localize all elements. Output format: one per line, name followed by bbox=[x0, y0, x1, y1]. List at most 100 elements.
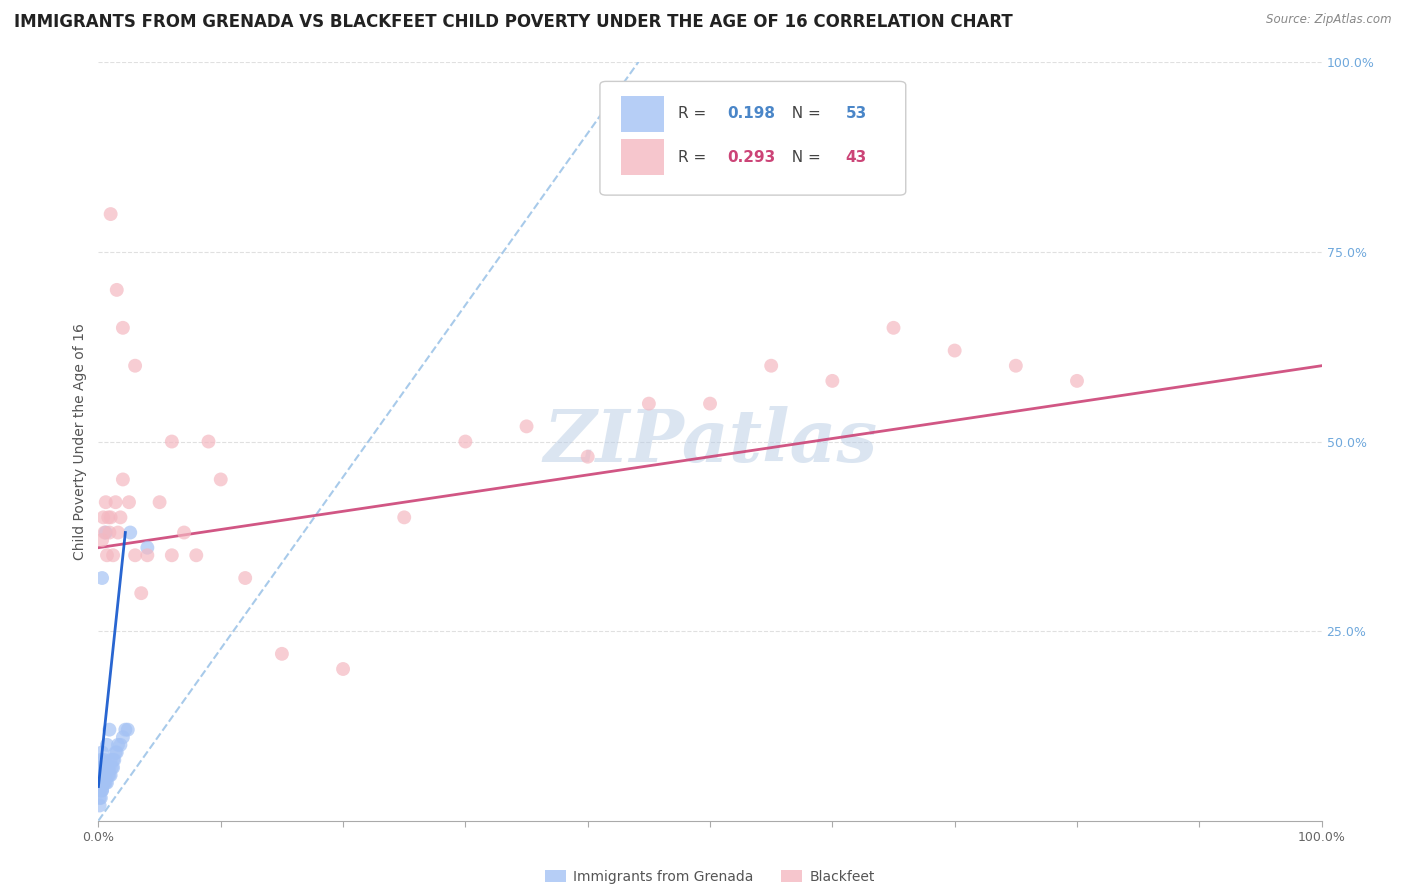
Point bbox=[91, 768, 114, 782]
Point bbox=[101, 753, 124, 767]
Point bbox=[699, 396, 721, 410]
Point bbox=[96, 548, 118, 563]
Point bbox=[91, 783, 114, 797]
Point bbox=[98, 525, 121, 540]
Point bbox=[209, 473, 232, 487]
Point bbox=[576, 450, 599, 464]
Point bbox=[90, 753, 112, 767]
Point bbox=[1066, 374, 1088, 388]
Point bbox=[160, 434, 183, 449]
Point bbox=[110, 510, 132, 524]
Point bbox=[1004, 359, 1026, 373]
Point bbox=[197, 434, 219, 449]
Point bbox=[100, 753, 122, 767]
Point bbox=[101, 760, 124, 774]
Point bbox=[91, 510, 114, 524]
Point bbox=[91, 746, 114, 760]
Point bbox=[93, 525, 115, 540]
Point bbox=[107, 525, 129, 540]
Text: 43: 43 bbox=[846, 150, 868, 165]
Point bbox=[233, 571, 256, 585]
Point bbox=[332, 662, 354, 676]
Point bbox=[96, 760, 118, 774]
Point bbox=[186, 548, 208, 563]
Text: N =: N = bbox=[782, 150, 825, 165]
Text: ZIPatlas: ZIPatlas bbox=[543, 406, 877, 477]
Point bbox=[93, 753, 115, 767]
Text: 53: 53 bbox=[846, 106, 868, 121]
Point bbox=[89, 798, 111, 813]
Point bbox=[103, 753, 125, 767]
Point bbox=[104, 495, 127, 509]
Point bbox=[104, 746, 127, 760]
FancyBboxPatch shape bbox=[600, 81, 905, 195]
Point bbox=[111, 320, 134, 334]
Point bbox=[160, 548, 183, 563]
Point bbox=[93, 776, 115, 790]
Point bbox=[100, 768, 122, 782]
Point bbox=[91, 776, 114, 790]
Text: 0.198: 0.198 bbox=[727, 106, 775, 121]
Point bbox=[98, 723, 121, 737]
Point bbox=[97, 510, 120, 524]
Point bbox=[515, 419, 537, 434]
Point bbox=[98, 768, 121, 782]
FancyBboxPatch shape bbox=[620, 139, 664, 176]
Point bbox=[821, 374, 844, 388]
Point bbox=[117, 723, 139, 737]
Point bbox=[97, 768, 120, 782]
Point bbox=[761, 359, 783, 373]
Point bbox=[94, 495, 117, 509]
Point bbox=[98, 760, 121, 774]
Point bbox=[94, 760, 117, 774]
Text: IMMIGRANTS FROM GRENADA VS BLACKFEET CHILD POVERTY UNDER THE AGE OF 16 CORRELATI: IMMIGRANTS FROM GRENADA VS BLACKFEET CHI… bbox=[14, 13, 1012, 31]
Point bbox=[149, 495, 172, 509]
Point bbox=[94, 525, 117, 540]
Point bbox=[94, 776, 117, 790]
FancyBboxPatch shape bbox=[620, 95, 664, 132]
Point bbox=[105, 283, 128, 297]
Point bbox=[89, 776, 111, 790]
Point bbox=[124, 359, 146, 373]
Point bbox=[454, 434, 477, 449]
Point bbox=[90, 760, 112, 774]
Point bbox=[94, 768, 117, 782]
Point bbox=[110, 738, 132, 752]
Point bbox=[96, 738, 118, 752]
Point bbox=[111, 730, 134, 744]
Text: R =: R = bbox=[678, 150, 711, 165]
Point bbox=[124, 548, 146, 563]
Point bbox=[93, 760, 115, 774]
Point bbox=[89, 783, 111, 797]
Point bbox=[173, 525, 195, 540]
Point bbox=[97, 760, 120, 774]
Point bbox=[637, 396, 661, 410]
Point bbox=[91, 776, 114, 790]
Text: 0.293: 0.293 bbox=[727, 150, 775, 165]
Point bbox=[943, 343, 966, 358]
Point bbox=[107, 738, 129, 752]
Point bbox=[101, 548, 124, 563]
Point bbox=[100, 510, 122, 524]
Point bbox=[90, 768, 112, 782]
Point bbox=[100, 207, 122, 221]
Point bbox=[91, 760, 114, 774]
Point bbox=[91, 760, 114, 774]
Point bbox=[91, 776, 114, 790]
Point bbox=[91, 571, 114, 585]
Legend: Immigrants from Grenada, Blackfeet: Immigrants from Grenada, Blackfeet bbox=[540, 864, 880, 889]
Point bbox=[114, 723, 136, 737]
Point bbox=[129, 586, 152, 600]
Point bbox=[90, 783, 112, 797]
Point bbox=[118, 495, 141, 509]
Point bbox=[136, 541, 159, 555]
Point bbox=[270, 647, 294, 661]
Point bbox=[93, 768, 115, 782]
Point bbox=[105, 746, 128, 760]
Text: R =: R = bbox=[678, 106, 711, 121]
Point bbox=[91, 783, 114, 797]
Point bbox=[136, 548, 159, 563]
Point bbox=[90, 776, 112, 790]
Point bbox=[96, 776, 118, 790]
Text: Source: ZipAtlas.com: Source: ZipAtlas.com bbox=[1267, 13, 1392, 27]
